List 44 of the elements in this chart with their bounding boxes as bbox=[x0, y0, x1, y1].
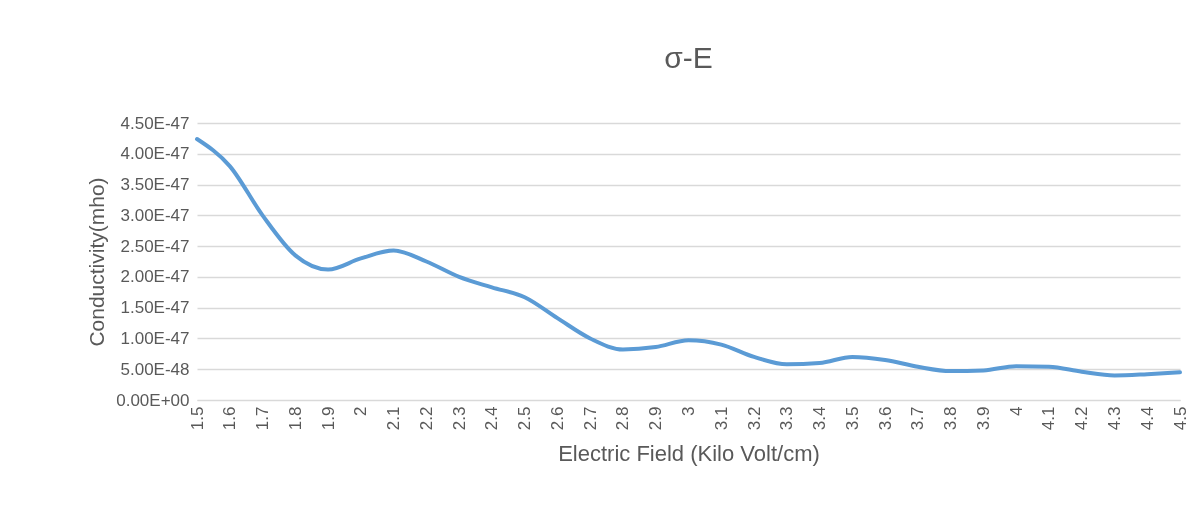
x-tick-label: 3 bbox=[679, 406, 698, 416]
x-tick-label: 2.1 bbox=[384, 406, 404, 431]
x-tick-label: 3.6 bbox=[875, 406, 895, 431]
y-tick-label: 2.50E-47 bbox=[120, 236, 190, 256]
x-tick-label: 3.4 bbox=[810, 406, 830, 431]
x-tick-label: 4.3 bbox=[1104, 406, 1124, 431]
x-tick-label: 2.2 bbox=[416, 406, 436, 431]
x-tick-label: 4 bbox=[1006, 406, 1026, 416]
x-tick-label: 2.8 bbox=[613, 406, 633, 431]
chart-title: σ-E bbox=[664, 41, 713, 74]
x-tick-label: 3.1 bbox=[711, 406, 731, 431]
y-axis-title: Conductivity(mho) bbox=[85, 177, 109, 347]
y-tick-label: 0.00E+00 bbox=[116, 390, 190, 410]
x-tick-label: 1.9 bbox=[318, 406, 338, 431]
y-tick-label: 5.00E-48 bbox=[120, 359, 190, 379]
y-tick-label: 4.00E-47 bbox=[120, 144, 190, 164]
y-tick-label: 1.50E-47 bbox=[120, 298, 190, 318]
x-tick-label: 1.5 bbox=[187, 406, 207, 431]
x-tick-label: 3.7 bbox=[908, 406, 928, 431]
x-tick-label: 2.3 bbox=[449, 406, 469, 431]
x-tick-label: 2.7 bbox=[580, 406, 600, 431]
x-tick-label: 4.2 bbox=[1072, 406, 1092, 431]
y-tick-label: 1.00E-47 bbox=[120, 328, 190, 348]
x-tick-label: 3.9 bbox=[973, 406, 993, 431]
x-axis-title: Electric Field (Kilo Volt/cm) bbox=[558, 441, 820, 467]
x-tick-label: 4.1 bbox=[1039, 406, 1059, 431]
x-tick-label: 4.4 bbox=[1137, 406, 1157, 431]
x-tick-label: 3.3 bbox=[777, 406, 797, 431]
y-tick-label: 3.00E-47 bbox=[120, 205, 190, 225]
x-tick-label: 3.5 bbox=[842, 406, 862, 431]
x-tick-label: 4.5 bbox=[1170, 406, 1190, 431]
x-tick-label: 2.9 bbox=[646, 406, 666, 431]
x-tick-label: 2.5 bbox=[515, 406, 535, 431]
y-tick-label: 3.50E-47 bbox=[120, 175, 190, 195]
x-tick-label: 1.8 bbox=[285, 406, 305, 431]
x-tick-label: 2.4 bbox=[482, 406, 502, 431]
x-tick-label: 3.8 bbox=[941, 406, 961, 431]
x-tick-label: 1.6 bbox=[220, 406, 240, 431]
y-tick-label: 2.00E-47 bbox=[120, 267, 190, 287]
x-tick-label: 3.2 bbox=[744, 406, 764, 431]
x-tick-label: 2 bbox=[351, 406, 371, 416]
x-tick-label: 1.7 bbox=[253, 406, 273, 431]
y-tick-label: 4.50E-47 bbox=[120, 113, 190, 133]
x-tick-label: 2.6 bbox=[547, 406, 567, 431]
